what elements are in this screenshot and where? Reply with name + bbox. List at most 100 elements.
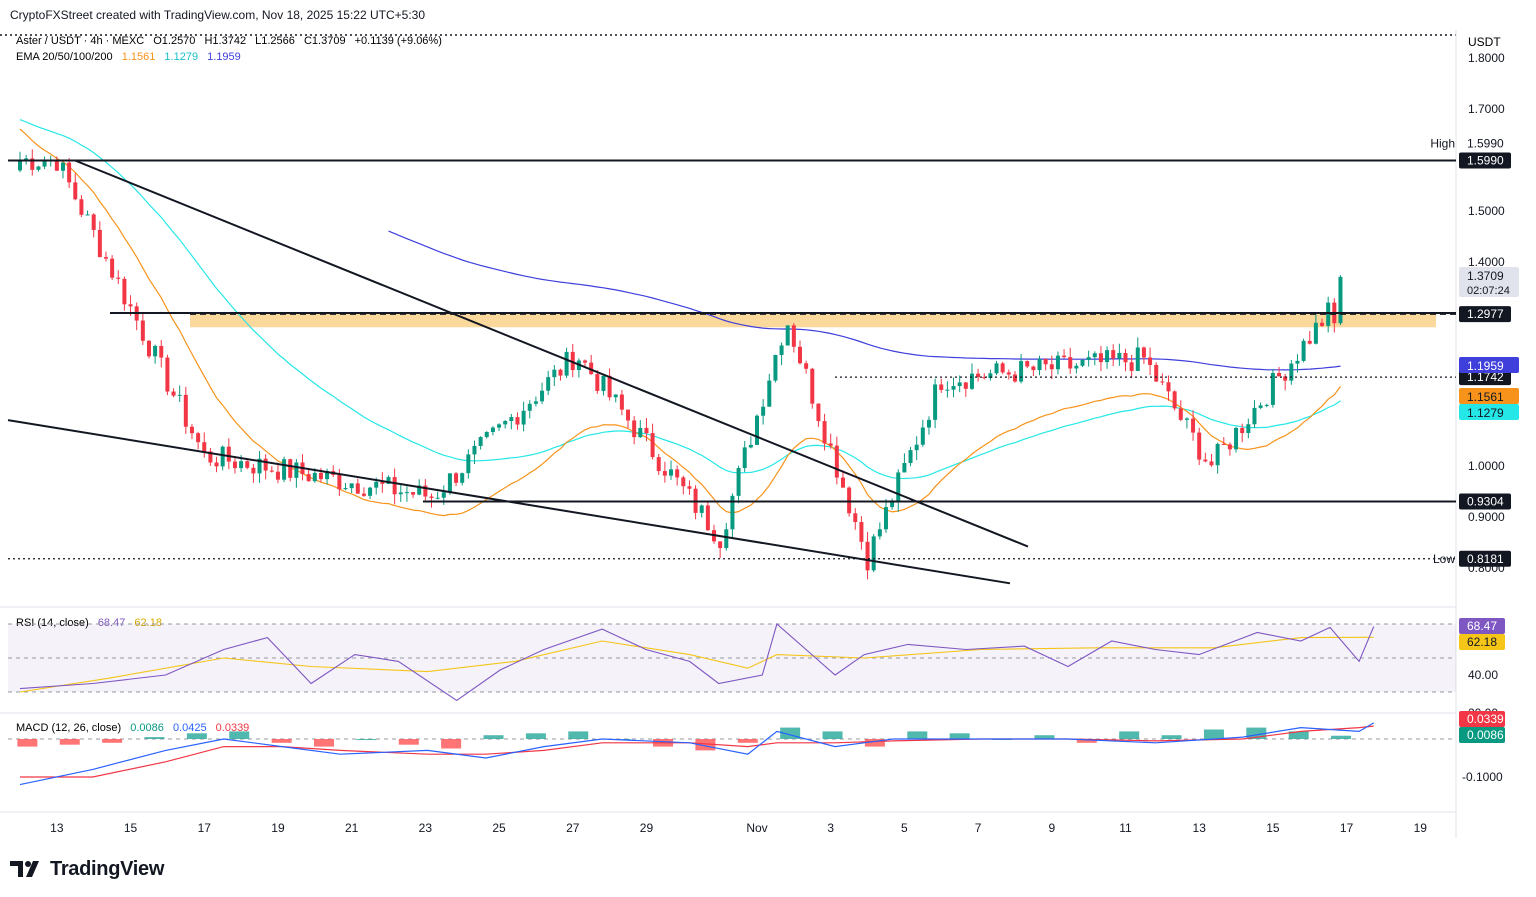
macd-value-tag: 0.0086 [1467,728,1504,742]
candle-body [1025,361,1030,367]
candle-body [478,437,483,446]
macd-hist-bar [1076,739,1097,743]
level-tag-name: High [1430,137,1455,151]
candle-body [1031,366,1036,371]
candle-body [994,363,999,374]
macd-hist-bar [1246,727,1267,739]
candle-body [386,477,391,484]
candle-body [128,304,133,307]
candle-body [122,278,127,305]
macd-hist-bar [737,739,758,743]
candle-body [447,473,452,493]
rsi-ma-line [19,636,1374,693]
candle-body [963,382,968,389]
y-tick-label: 0.9000 [1468,510,1505,524]
candle-body [1209,461,1214,466]
candle-body [822,421,827,444]
header-attribution: CryptoFXStreet created with TradingView.… [10,8,425,22]
candle-body [1289,363,1294,381]
candle-body [890,502,895,508]
candle-body [509,417,514,422]
price-tag-countdown: 02:07:24 [1467,285,1510,297]
candle-body [503,421,508,425]
candle-body [1338,276,1343,324]
candle-body [1012,374,1017,382]
candle-body [466,454,471,474]
candle-body [472,445,477,455]
candle-body [699,505,704,513]
ema50-line [19,119,1341,480]
candle-body [153,346,158,357]
candle-body [85,214,90,216]
rsi-value-tag: 68.47 [1467,619,1497,633]
candle-body [1055,355,1060,370]
candle-body [1111,350,1116,359]
macd-value-tag-bg [1459,711,1505,727]
y-tick-label: 1.8000 [1468,51,1505,65]
candle-body [368,487,373,496]
candle-body [251,467,256,474]
level-tag-label: 0.9304 [1467,494,1504,508]
candle-body [24,158,29,161]
candle-body [196,433,201,443]
candle-body [810,368,815,404]
candle-body [1160,381,1165,383]
x-tick-label: 9 [1048,821,1055,835]
candle-body [392,477,397,495]
candle-body [454,473,459,483]
price-tag-bg [1459,267,1519,297]
candle-body [871,536,876,571]
candle-body [140,320,145,341]
level-tag-name: Low [1433,552,1455,566]
candle-body [325,471,330,480]
macd-hist-bar [59,739,80,745]
candle-body [515,417,520,425]
x-tick-label: 19 [271,821,285,835]
candle-body [1313,322,1318,344]
candle-body [1221,443,1226,445]
candle-body [650,433,655,458]
candle-body [1172,391,1177,409]
candle-body [423,485,428,497]
candle-body [177,394,182,396]
price-tag-label: 1.3709 [1467,269,1504,283]
macd-value-tag-bg [1459,727,1505,743]
candle-body [1000,363,1005,373]
macd-hist-bar [398,739,419,745]
candle-body [202,442,207,452]
candle-body [761,406,766,416]
candle-body [896,472,901,503]
candle-body [318,472,323,480]
candle-body [595,374,600,391]
macd-hist-bar [695,739,716,751]
candle-body [1006,372,1011,375]
candle-body [73,182,78,200]
x-tick-label: 25 [492,821,506,835]
y-tick-label: 1.4000 [1468,255,1505,269]
candle-body [1191,418,1196,433]
candle-body [705,505,710,531]
candle-body [1178,408,1183,420]
candle-body [939,384,944,390]
candle-body [902,463,907,473]
candle-body [282,459,287,480]
candle-body [840,477,845,488]
level-tag-label: 1.1742 [1467,370,1504,384]
candle-body [159,346,164,358]
candle-body [644,427,649,434]
candle-body [748,444,753,448]
candle-body [429,496,434,498]
candle-body [804,363,809,369]
rsi-value-tag-bg [1459,618,1505,634]
x-tick-label: 17 [1340,821,1354,835]
y-tick-label: 1.5000 [1468,204,1505,218]
candle-body [306,474,311,482]
macd-hist-bar [1161,735,1182,739]
candle-body [1037,359,1042,371]
level-tag-bg [1459,550,1511,567]
macd-hist-bar [907,731,928,739]
candle-body [1320,322,1325,326]
candle-body [1068,357,1073,369]
y-tick-label: 1.7000 [1468,102,1505,116]
